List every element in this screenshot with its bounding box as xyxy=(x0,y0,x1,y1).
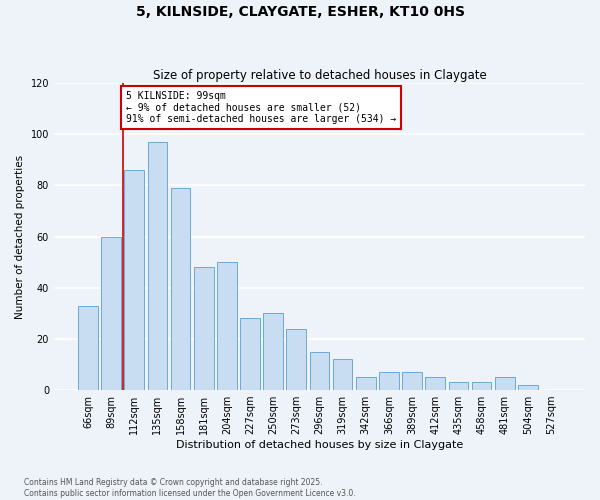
Y-axis label: Number of detached properties: Number of detached properties xyxy=(15,154,25,318)
Title: Size of property relative to detached houses in Claygate: Size of property relative to detached ho… xyxy=(152,69,487,82)
Bar xyxy=(170,188,190,390)
Bar xyxy=(518,385,538,390)
X-axis label: Distribution of detached houses by size in Claygate: Distribution of detached houses by size … xyxy=(176,440,463,450)
Text: 5, KILNSIDE, CLAYGATE, ESHER, KT10 0HS: 5, KILNSIDE, CLAYGATE, ESHER, KT10 0HS xyxy=(136,5,464,19)
Bar xyxy=(472,382,491,390)
Bar xyxy=(402,372,422,390)
Bar xyxy=(194,268,214,390)
Bar xyxy=(101,236,121,390)
Bar xyxy=(286,328,306,390)
Text: 5 KILNSIDE: 99sqm
← 9% of detached houses are smaller (52)
91% of semi-detached : 5 KILNSIDE: 99sqm ← 9% of detached house… xyxy=(126,91,397,124)
Bar xyxy=(240,318,260,390)
Bar xyxy=(124,170,144,390)
Bar xyxy=(78,306,98,390)
Bar xyxy=(263,314,283,390)
Bar xyxy=(333,360,352,390)
Bar xyxy=(356,378,376,390)
Bar xyxy=(425,378,445,390)
Bar xyxy=(495,378,515,390)
Bar xyxy=(449,382,468,390)
Bar xyxy=(217,262,236,390)
Bar xyxy=(148,142,167,390)
Bar xyxy=(379,372,399,390)
Bar xyxy=(310,352,329,390)
Text: Contains HM Land Registry data © Crown copyright and database right 2025.
Contai: Contains HM Land Registry data © Crown c… xyxy=(24,478,356,498)
